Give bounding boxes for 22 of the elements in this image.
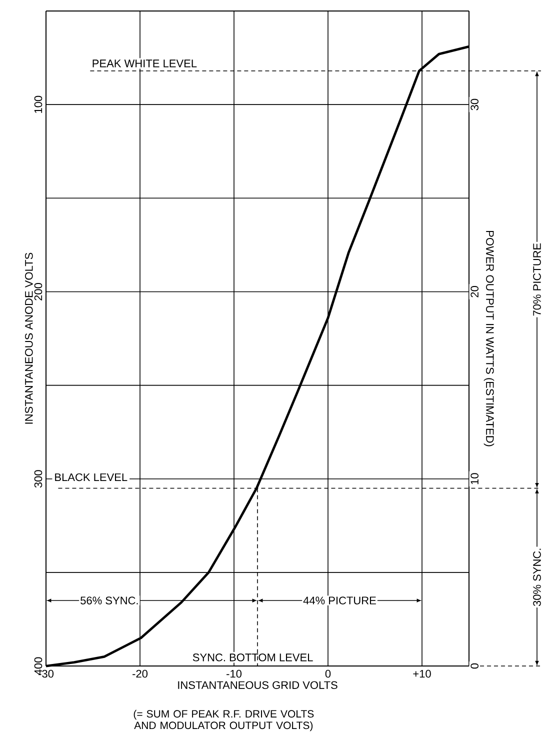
text: 30% SYNC. xyxy=(533,548,541,606)
y2-tick-label: 10 xyxy=(470,473,478,484)
y-tick-label: 100 xyxy=(34,96,42,113)
ref-line-label: PEAK WHITE LEVEL xyxy=(92,60,197,68)
x-tick-label: 0 xyxy=(325,670,331,678)
text: (= SUM OF PEAK R.F. DRIVE VOLTS AND MODULATOR OUTPUT VOLTS) xyxy=(134,710,314,732)
ref-line-label: BLACK LEVEL xyxy=(55,473,128,482)
annotation: 56% SYNC. xyxy=(80,596,138,604)
text: 70% PICTURE xyxy=(533,243,541,316)
ref-line-label: SYNC. BOTTOM LEVEL xyxy=(192,654,313,662)
y-axis-title: INSTANTANEOUS ANODE VOLTS xyxy=(25,252,33,424)
annotation: 44% PICTURE xyxy=(303,596,376,604)
y2-axis-title: POWER OUTPUT IN WATTS (ESTIMATED) xyxy=(484,231,494,446)
y2-tick-label: 20 xyxy=(470,286,478,298)
x-tick-label: -10 xyxy=(226,670,242,678)
y2-tick-label: 30 xyxy=(470,98,478,110)
y-tick-label: 300 xyxy=(34,470,42,488)
y-tick-label: 200 xyxy=(34,282,42,300)
y2-tick-label: 0 xyxy=(470,663,478,669)
x-tick-label: +10 xyxy=(413,670,431,678)
x-axis-title: INSTANTANEOUS GRID VOLTS xyxy=(178,681,338,689)
x-tick-label: -20 xyxy=(132,670,148,678)
